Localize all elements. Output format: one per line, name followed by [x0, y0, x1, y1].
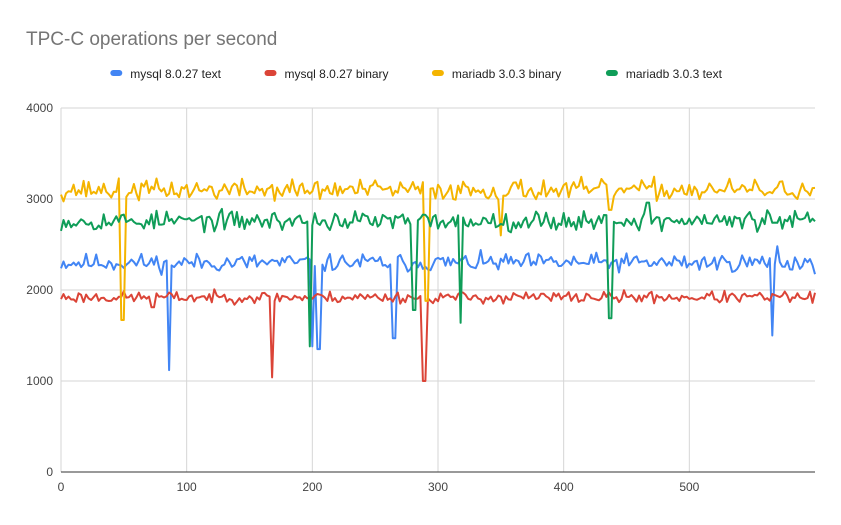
y-tick-label: 4000: [26, 101, 53, 115]
legend-label: mysql 8.0.27 binary: [285, 67, 389, 81]
legend-swatch: [110, 70, 123, 76]
legend-label: mariadb 3.0.3 binary: [452, 67, 561, 81]
series-line: [60, 288, 816, 382]
x-tick-label: 100: [177, 480, 197, 494]
x-tick-label: 400: [554, 480, 574, 494]
series-line: [60, 201, 816, 348]
grid: [60, 107, 815, 473]
legend-label: mariadb 3.0.3 text: [626, 67, 723, 81]
x-tick-label: 0: [58, 480, 65, 494]
x-axis-ticks: 0 100 200 300 400 500: [58, 480, 700, 494]
x-tick-label: 300: [428, 480, 448, 494]
series-line: [60, 175, 816, 321]
x-tick-label: 500: [679, 480, 699, 494]
chart-title: TPC-C operations per second: [26, 29, 277, 50]
legend: mysql 8.0.27 text mysql 8.0.27 binary mari…: [110, 67, 723, 81]
y-tick-label: 1000: [26, 374, 53, 388]
legend-swatch: [605, 70, 618, 76]
series-line: [60, 245, 816, 372]
series-lines: [60, 175, 816, 382]
legend-swatch: [264, 70, 277, 76]
y-tick-label: 3000: [26, 192, 53, 206]
legend-label: mysql 8.0.27 text: [130, 67, 221, 81]
y-axis-ticks: 0 1000 2000 3000 4000: [26, 101, 53, 479]
y-tick-label: 0: [46, 465, 53, 479]
y-tick-label: 2000: [26, 283, 53, 297]
legend-swatch: [431, 70, 444, 76]
x-tick-label: 200: [302, 480, 322, 494]
